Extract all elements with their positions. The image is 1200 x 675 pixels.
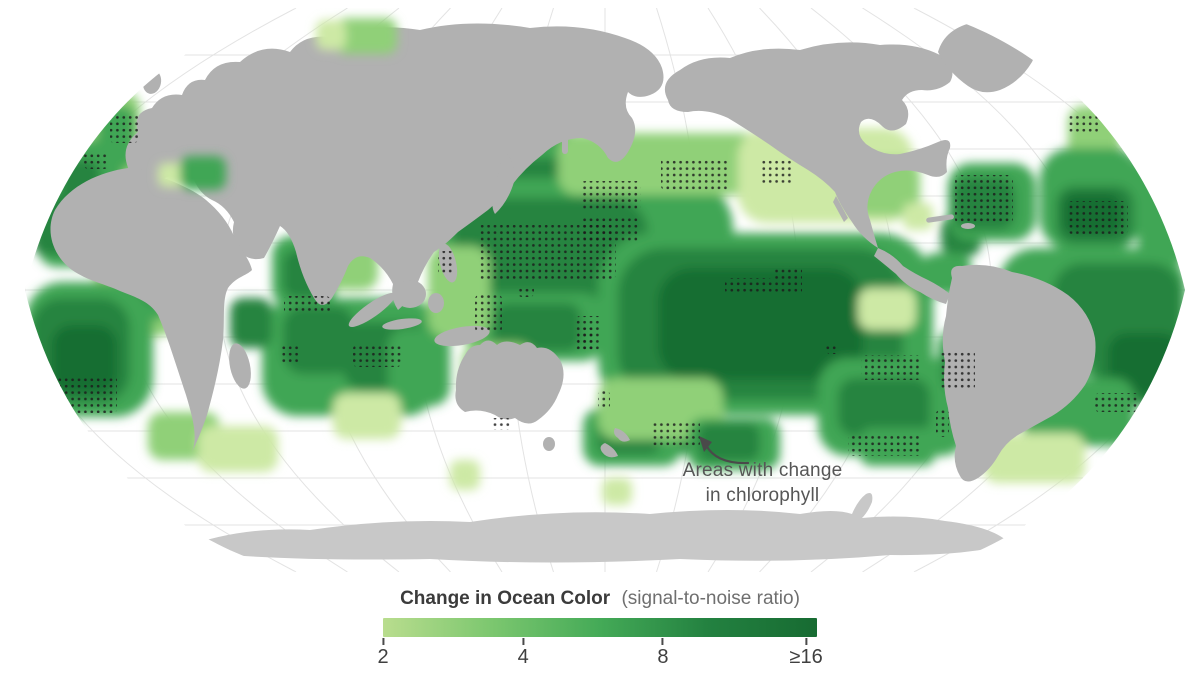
landmasses bbox=[50, 19, 1096, 563]
chlorophyll-change-stipples bbox=[53, 113, 1139, 456]
continent-africa bbox=[50, 168, 252, 452]
legend-title: Change in Ocean Color (signal-to-noise r… bbox=[0, 588, 1200, 610]
tick-mark bbox=[805, 638, 808, 645]
annotation-line1: Areas with change bbox=[682, 460, 843, 481]
legend-title-sub: (signal-to-noise ratio) bbox=[621, 588, 800, 609]
legend-colorbar bbox=[383, 618, 817, 637]
legend-colorbar-wrap: 2 4 8 ≥16 bbox=[377, 618, 823, 670]
tick-mark bbox=[522, 638, 525, 645]
island-java bbox=[382, 318, 422, 330]
tick-label: 2 bbox=[377, 646, 389, 668]
island-greenland bbox=[938, 19, 1037, 93]
legend-title-main: Change in Ocean Color bbox=[400, 588, 611, 609]
continent-north-america bbox=[664, 42, 953, 248]
annotation-line2: in chlorophyll bbox=[705, 485, 820, 506]
legend-tick-4: 4 bbox=[518, 637, 529, 669]
island-sakhalin bbox=[562, 122, 568, 154]
island-madagascar bbox=[229, 343, 251, 389]
peninsula-baja bbox=[833, 196, 848, 222]
island-new-zealand-north bbox=[614, 428, 630, 442]
continent-eurasia bbox=[125, 23, 664, 311]
tick-label: ≥16 bbox=[789, 646, 823, 668]
tick-label: 4 bbox=[517, 646, 529, 668]
island-sumatra bbox=[348, 292, 396, 328]
tick-label: 8 bbox=[657, 646, 669, 668]
island-borneo bbox=[394, 280, 426, 308]
region-central-america bbox=[874, 248, 950, 304]
legend: Change in Ocean Color (signal-to-noise r… bbox=[0, 588, 1200, 670]
legend-tick-2: 2 bbox=[377, 637, 389, 669]
island-new-zealand-south bbox=[600, 443, 618, 458]
island-tasmania bbox=[543, 437, 555, 451]
inland-sea-color-blobs bbox=[158, 18, 397, 190]
island-sulawesi bbox=[428, 293, 444, 313]
continent-south-america bbox=[942, 264, 1096, 482]
island-cuba bbox=[926, 214, 954, 223]
island-hispaniola bbox=[961, 223, 975, 229]
legend-tick-≥16: ≥16 bbox=[790, 637, 823, 669]
legend-tick-8: 8 bbox=[657, 637, 668, 669]
island-japan bbox=[492, 152, 515, 214]
continent-antarctica bbox=[182, 493, 1010, 563]
tick-mark bbox=[382, 638, 384, 645]
island-new-guinea bbox=[434, 325, 490, 347]
tick-mark bbox=[661, 638, 664, 645]
annotation-arrow bbox=[699, 436, 750, 465]
annotation-areas-with-change: Areas with change in chlorophyll bbox=[650, 458, 875, 508]
continent-australia bbox=[455, 340, 564, 424]
